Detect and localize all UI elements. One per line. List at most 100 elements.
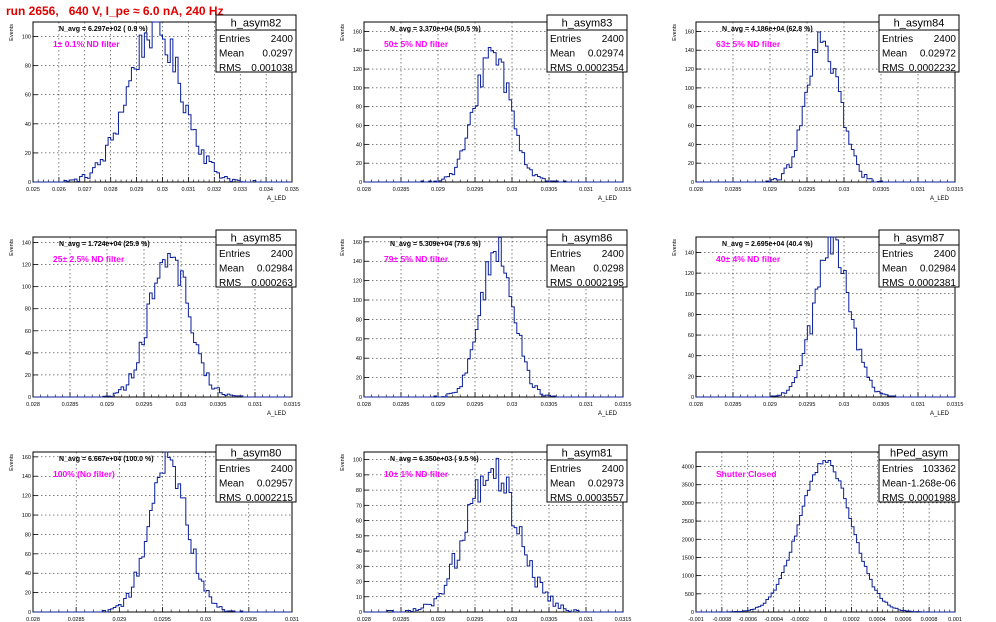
y-tick-label: 0 <box>28 180 31 186</box>
y-tick-label: 3500 <box>682 483 694 489</box>
x-tick-label: 0.027 <box>78 187 92 193</box>
x-tick-label: 0.0295 <box>467 187 484 193</box>
y-tick-label: 60 <box>25 552 31 558</box>
stats-box-frame <box>215 14 297 73</box>
y-tick-label: 60 <box>688 124 694 130</box>
x-tick-label: 0.029 <box>100 402 114 408</box>
histogram-panel-h_asym83[interactable]: 0.028 0.0285 0.029 0.0295 0.03 0.0305 0.031 0.0… <box>340 14 632 202</box>
y-axis-title: Events <box>340 454 346 471</box>
stats-mean-label: Mean <box>550 479 575 490</box>
x-tick-label: 0.033 <box>233 187 247 193</box>
stats-mean-label: Mean <box>550 49 575 60</box>
histogram-line <box>33 451 292 613</box>
stats-mean-value: 0.0298 <box>593 264 624 275</box>
histogram-panel-h_asym84[interactable]: 0.028 0.0285 0.029 0.0295 0.03 0.0305 0.031 0.0… <box>672 14 963 202</box>
histogram-panel-h_asym87[interactable]: 0.028 0.0285 0.029 0.0295 0.03 0.0305 0.031 0.0… <box>672 229 963 417</box>
filter-annotation: 25± 2.5% ND filter <box>53 254 125 264</box>
x-tick-label: 0.0295 <box>136 402 153 408</box>
stats-box-title: hPed_asym <box>890 448 948 460</box>
x-tick-label: 0.031 <box>579 187 593 193</box>
y-tick-label: 0 <box>28 395 31 401</box>
stats-entries-label: Entries <box>550 464 581 475</box>
y-tick-label: 140 <box>22 241 31 247</box>
x-tick-label: 0.0305 <box>873 402 890 408</box>
stats-entries-label: Entries <box>882 249 913 260</box>
x-tick-label: 0.0285 <box>393 402 410 408</box>
stats-box: h_asym80 Entries 2400 Mean 0.02957 RMS 0.00022… <box>215 444 297 504</box>
stats-mean-label: Mean <box>550 264 575 275</box>
y-tick-label: 40 <box>25 571 31 577</box>
y-tick-label: 70 <box>356 503 362 509</box>
y-tick-label: 60 <box>25 329 31 335</box>
y-tick-label: 100 <box>353 86 362 92</box>
stats-box: h_asym86 Entries 2400 Mean 0.0298 RMS 0.000219… <box>546 229 628 289</box>
stats-rms-label: RMS <box>550 63 573 74</box>
x-tick-label: 0.031 <box>579 402 593 408</box>
histogram-panel-h_asym80[interactable]: 0.028 0.0285 0.029 0.0295 0.03 0.0305 0.031 0 20… <box>9 444 299 622</box>
filter-annotation: 63± 5% ND filter <box>716 39 781 49</box>
x-tick-label: 0.03 <box>176 402 187 408</box>
x-tick-label: 0.031 <box>911 402 925 408</box>
y-tick-label: 120 <box>353 279 362 285</box>
x-tick-label: 0.0305 <box>210 402 227 408</box>
x-tick-label: 0.029 <box>112 617 126 622</box>
stats-mean-label: Mean <box>882 264 907 275</box>
x-tick-label: 0.0285 <box>725 187 742 193</box>
x-tick-label: 0.028 <box>689 402 703 408</box>
y-tick-label: 100 <box>685 292 694 298</box>
x-tick-label: 0.0285 <box>68 617 85 622</box>
y-tick-label: 40 <box>688 142 694 148</box>
x-tick-label: 0.0285 <box>393 187 410 193</box>
y-tick-label: 160 <box>685 29 694 35</box>
y-axis-title: Events <box>672 24 678 41</box>
x-tick-label: 0.0315 <box>615 187 632 193</box>
histogram-panel-h_asym81[interactable]: 0.028 0.0285 0.029 0.0295 0.03 0.0305 0.031 0.0… <box>340 444 631 622</box>
histogram-panel-h_asym82[interactable]: 0.025 0.026 0.027 0.028 0.029 0.03 0.031 0.032 0… <box>9 14 299 202</box>
filter-annotation: 1± 0.1% ND filter <box>53 39 120 49</box>
x-tick-label: 0 <box>824 617 827 622</box>
x-tick-label: 0.028 <box>357 187 371 193</box>
histogram-panel-h_asym85[interactable]: 0.028 0.0285 0.029 0.0295 0.03 0.0305 0.031 0.0… <box>9 229 300 417</box>
histogram-line <box>364 457 623 613</box>
x-tick-label: 0.0305 <box>541 402 558 408</box>
x-tick-label: 0.028 <box>357 402 371 408</box>
stats-rms-value: 0.0001988 <box>909 493 957 504</box>
x-tick-label: 0.028 <box>689 187 703 193</box>
x-axis-title: A_LED <box>598 411 618 417</box>
y-tick-label: 20 <box>25 591 31 597</box>
stats-rms-label: RMS <box>219 63 242 74</box>
x-axis-title: A_LED <box>267 411 287 417</box>
stats-box: h_asym83 Entries 2400 Mean 0.02974 RMS 0.00023… <box>546 14 628 74</box>
y-tick-label: 3000 <box>682 501 694 507</box>
y-tick-label: 80 <box>25 532 31 538</box>
stats-box: h_asym84 Entries 2400 Mean 0.02972 RMS 0.00022… <box>878 14 960 74</box>
stats-box: h_asym85 Entries 2400 Mean 0.02984 RMS 0.00026… <box>215 229 297 289</box>
y-tick-label: 0 <box>691 395 694 401</box>
stats-box: h_asym82 Entries 2400 Mean 0.0297 RMS 0.001038 <box>215 14 297 74</box>
stats-rms-value: 0.0002195 <box>577 278 625 289</box>
stats-entries-label: Entries <box>219 34 250 45</box>
stats-mean-label: Mean <box>882 49 907 60</box>
stats-entries-value: 2400 <box>602 249 625 260</box>
y-tick-label: 80 <box>688 312 694 318</box>
stats-mean-value: 0.0297 <box>262 49 293 60</box>
n-avg-header: N_avg = 5.309e+04 (79.6 %) <box>390 241 481 248</box>
y-tick-label: 20 <box>688 374 694 380</box>
stats-rms-value: 0.0002381 <box>909 278 957 289</box>
y-tick-label: 60 <box>356 124 362 130</box>
x-tick-label: 0.0295 <box>799 402 816 408</box>
y-tick-label: 0 <box>359 610 362 616</box>
n-avg-header: N_avg = 3.370e+04 (50.5 %) <box>390 26 481 33</box>
y-axis-title: Events <box>9 454 15 471</box>
stats-mean-value: -1.268e-06 <box>908 479 957 490</box>
x-tick-label: 0.0004 <box>869 617 886 622</box>
filter-annotation: Shutter Closed <box>716 469 776 479</box>
y-tick-label: 40 <box>356 549 362 555</box>
histogram-panel-h_asym86[interactable]: 0.028 0.0285 0.029 0.0295 0.03 0.0305 0.031 0.0… <box>340 229 631 417</box>
x-tick-label: 0.025 <box>26 187 40 193</box>
histogram-panel-hPed_asym[interactable]: -0.001 -0.0008 -0.0006 -0.0004 -0.0002 0 0.000… <box>682 444 962 622</box>
histogram-line <box>696 236 955 398</box>
y-tick-label: 60 <box>25 93 31 99</box>
x-tick-label: 0.026 <box>52 187 66 193</box>
n-avg-header: N_avg = 6.350e+03 ( 9.5 %) <box>390 456 479 463</box>
